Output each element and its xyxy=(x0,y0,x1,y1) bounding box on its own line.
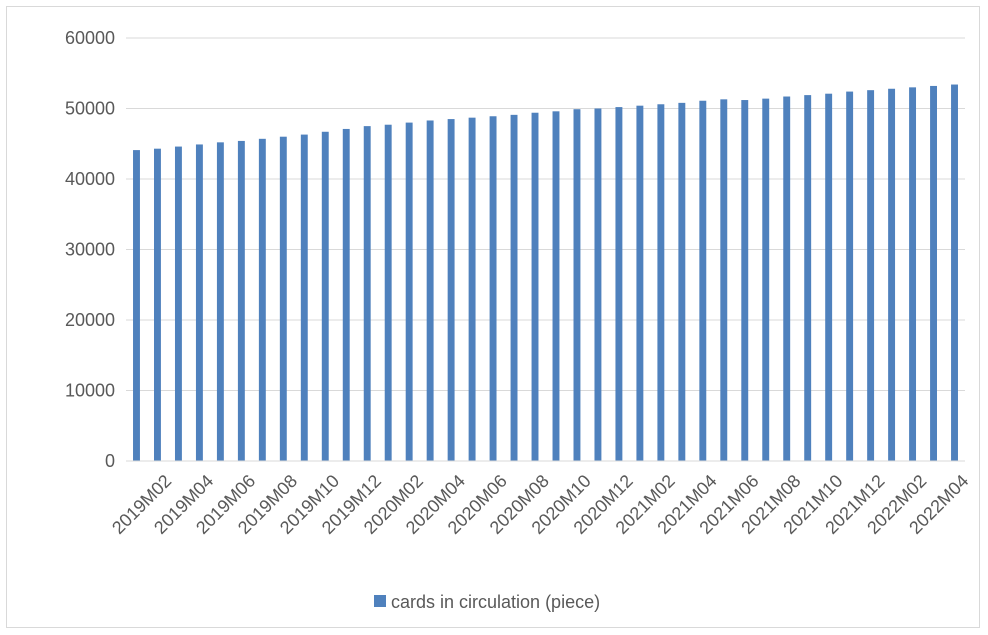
bar-2022M04 xyxy=(951,84,958,461)
bar-2020M12 xyxy=(615,107,623,461)
y-tick-label: 30000 xyxy=(65,240,115,260)
bar-2021M11 xyxy=(846,91,854,461)
bar-2020M01 xyxy=(384,124,392,461)
bar-2019M08 xyxy=(279,136,287,461)
bar-2021M02 xyxy=(657,104,665,462)
bar-2020M02 xyxy=(405,122,413,461)
bar-2020M03 xyxy=(426,120,434,462)
bar-2019M02 xyxy=(154,148,161,461)
bar-2019M12 xyxy=(363,126,371,461)
bar-2020M06 xyxy=(489,116,497,461)
bar-2019M06 xyxy=(237,140,245,461)
bar-2019M07 xyxy=(258,138,266,461)
y-tick-label: 20000 xyxy=(65,310,115,330)
bar-2021M12 xyxy=(867,90,875,462)
y-tick-label: 40000 xyxy=(65,169,115,189)
x-axis-labels: 2019M022019M042019M062019M082019M102019M… xyxy=(108,471,972,538)
y-axis-labels: 0 10000 20000 30000 40000 50000 60000 xyxy=(65,28,115,471)
bar-2020M11 xyxy=(594,108,602,461)
bar-2021M01 xyxy=(636,105,644,462)
bar-2019M11 xyxy=(342,128,350,461)
bar-2021M04 xyxy=(699,100,707,462)
legend-swatch xyxy=(374,595,386,607)
bar-2019M10 xyxy=(321,131,329,461)
bar-2021M05 xyxy=(720,99,728,462)
bar-2021M06 xyxy=(741,100,749,461)
legend: cards in circulation (piece) xyxy=(374,592,600,612)
y-tick-label: 10000 xyxy=(65,381,115,401)
legend-label: cards in circulation (piece) xyxy=(391,592,600,612)
bar-2019M03 xyxy=(174,146,182,461)
bar-2019M09 xyxy=(300,134,308,461)
bar-2019M05 xyxy=(216,142,224,461)
bar-2021M09 xyxy=(804,95,812,461)
bar-2021M07 xyxy=(762,98,770,461)
bar-2020M05 xyxy=(468,117,476,461)
bars xyxy=(133,84,958,462)
bar-2022M02 xyxy=(909,87,917,461)
bar-2020M07 xyxy=(510,114,518,461)
bar-2021M10 xyxy=(825,93,833,461)
bar-2020M09 xyxy=(552,111,560,461)
bar-2022M01 xyxy=(888,88,896,461)
gridlines xyxy=(126,37,965,391)
bar-2022M03 xyxy=(930,85,937,461)
bar-2021M08 xyxy=(783,96,791,461)
y-tick-label: 0 xyxy=(105,451,115,471)
bar-2019M04 xyxy=(195,144,203,461)
bar-2020M08 xyxy=(531,112,539,461)
bar-2020M10 xyxy=(573,109,581,461)
bar-2020M04 xyxy=(447,119,455,461)
bar-2019M01 xyxy=(133,150,140,461)
bar-2021M03 xyxy=(678,102,686,462)
y-tick-label: 60000 xyxy=(65,28,115,48)
y-tick-label: 50000 xyxy=(65,99,115,119)
